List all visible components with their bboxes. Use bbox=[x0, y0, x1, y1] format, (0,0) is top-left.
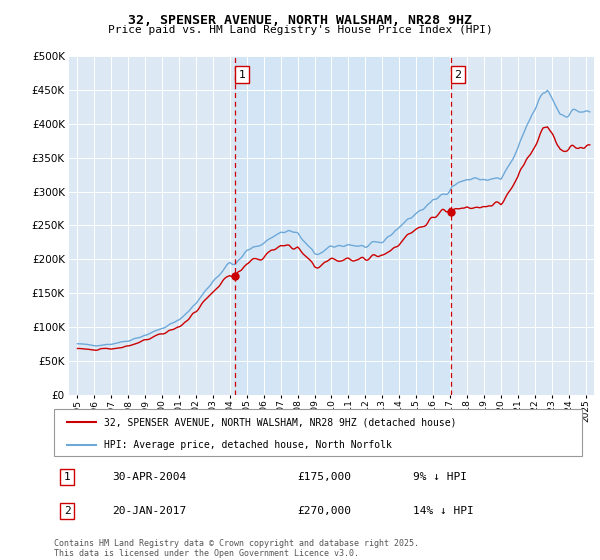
Text: 1: 1 bbox=[239, 69, 246, 80]
Text: 2: 2 bbox=[64, 506, 71, 516]
Text: 1: 1 bbox=[64, 472, 71, 482]
Text: 32, SPENSER AVENUE, NORTH WALSHAM, NR28 9HZ (detached house): 32, SPENSER AVENUE, NORTH WALSHAM, NR28 … bbox=[104, 417, 457, 427]
Text: Price paid vs. HM Land Registry's House Price Index (HPI): Price paid vs. HM Land Registry's House … bbox=[107, 25, 493, 35]
Text: HPI: Average price, detached house, North Norfolk: HPI: Average price, detached house, Nort… bbox=[104, 440, 392, 450]
Text: 14% ↓ HPI: 14% ↓ HPI bbox=[413, 506, 474, 516]
Text: 9% ↓ HPI: 9% ↓ HPI bbox=[413, 472, 467, 482]
Text: 32, SPENSER AVENUE, NORTH WALSHAM, NR28 9HZ: 32, SPENSER AVENUE, NORTH WALSHAM, NR28 … bbox=[128, 14, 472, 27]
Bar bbox=[235, 56, 451, 395]
Text: 2: 2 bbox=[454, 69, 461, 80]
Text: £270,000: £270,000 bbox=[297, 506, 351, 516]
Text: 30-APR-2004: 30-APR-2004 bbox=[112, 472, 187, 482]
FancyBboxPatch shape bbox=[54, 409, 582, 456]
Text: 20-JAN-2017: 20-JAN-2017 bbox=[112, 506, 187, 516]
Text: £175,000: £175,000 bbox=[297, 472, 351, 482]
Text: Contains HM Land Registry data © Crown copyright and database right 2025.
This d: Contains HM Land Registry data © Crown c… bbox=[54, 539, 419, 558]
